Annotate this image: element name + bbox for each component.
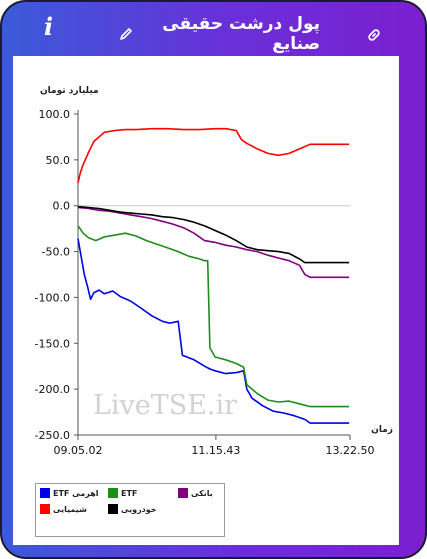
link-icon[interactable] bbox=[366, 27, 382, 47]
y-tick-label: -250.0 bbox=[35, 429, 70, 442]
series-line-3 bbox=[77, 206, 350, 279]
series-line-5 bbox=[77, 205, 350, 264]
legend-label: ETF اهرمی bbox=[53, 488, 99, 498]
legend-label: خودرویی bbox=[121, 504, 157, 514]
widget-header: i پول درشت حقیقی صنایع bbox=[0, 0, 427, 56]
chart-panel bbox=[13, 56, 399, 545]
legend-swatch bbox=[108, 504, 118, 514]
watermark: LiveTSE.ir bbox=[93, 390, 237, 421]
legend: ETF اهرمی ETF بانکی شیمیایی خودرویی bbox=[35, 483, 225, 537]
y-tick-label: 0.0 bbox=[53, 200, 71, 213]
y-axis-label: میلیارد تومان bbox=[40, 86, 99, 96]
legend-swatch bbox=[40, 488, 50, 498]
x-axis-label: زمان bbox=[371, 425, 393, 435]
legend-entry: شیمیایی bbox=[40, 504, 87, 514]
y-tick-label: -100.0 bbox=[35, 291, 70, 304]
x-tick-label: 13.22.50 bbox=[326, 444, 375, 457]
legend-swatch bbox=[178, 488, 188, 498]
pencil-icon[interactable] bbox=[119, 26, 133, 45]
legend-entry: بانکی bbox=[178, 488, 213, 498]
legend-entry: ETF اهرمی bbox=[40, 488, 98, 498]
legend-entry: ETF bbox=[108, 488, 137, 498]
pencil-icon-glyph bbox=[120, 28, 132, 40]
y-tick-label: -150.0 bbox=[35, 337, 70, 350]
page-title: پول درشت حقیقی صنایع bbox=[162, 14, 320, 54]
x-tick-label: 09.05.02 bbox=[54, 444, 103, 457]
link-icon-glyph bbox=[368, 29, 380, 41]
series-line-2 bbox=[77, 225, 350, 408]
y-tick-label: -200.0 bbox=[35, 383, 70, 396]
legend-swatch bbox=[40, 504, 50, 514]
legend-swatch bbox=[108, 488, 118, 498]
y-tick-label: 100.0 bbox=[39, 108, 71, 121]
legend-label: ETF bbox=[121, 488, 138, 498]
x-tick-label: 11.15.43 bbox=[191, 444, 240, 457]
info-icon[interactable]: i bbox=[44, 12, 54, 41]
legend-entry: خودرویی bbox=[108, 504, 157, 514]
y-tick-label: 50.0 bbox=[46, 154, 71, 167]
y-tick-label: -50.0 bbox=[42, 246, 70, 259]
legend-label: شیمیایی bbox=[53, 504, 87, 514]
series-line-4 bbox=[77, 127, 350, 183]
series-line-1 bbox=[77, 238, 350, 424]
legend-label: بانکی bbox=[191, 488, 213, 498]
